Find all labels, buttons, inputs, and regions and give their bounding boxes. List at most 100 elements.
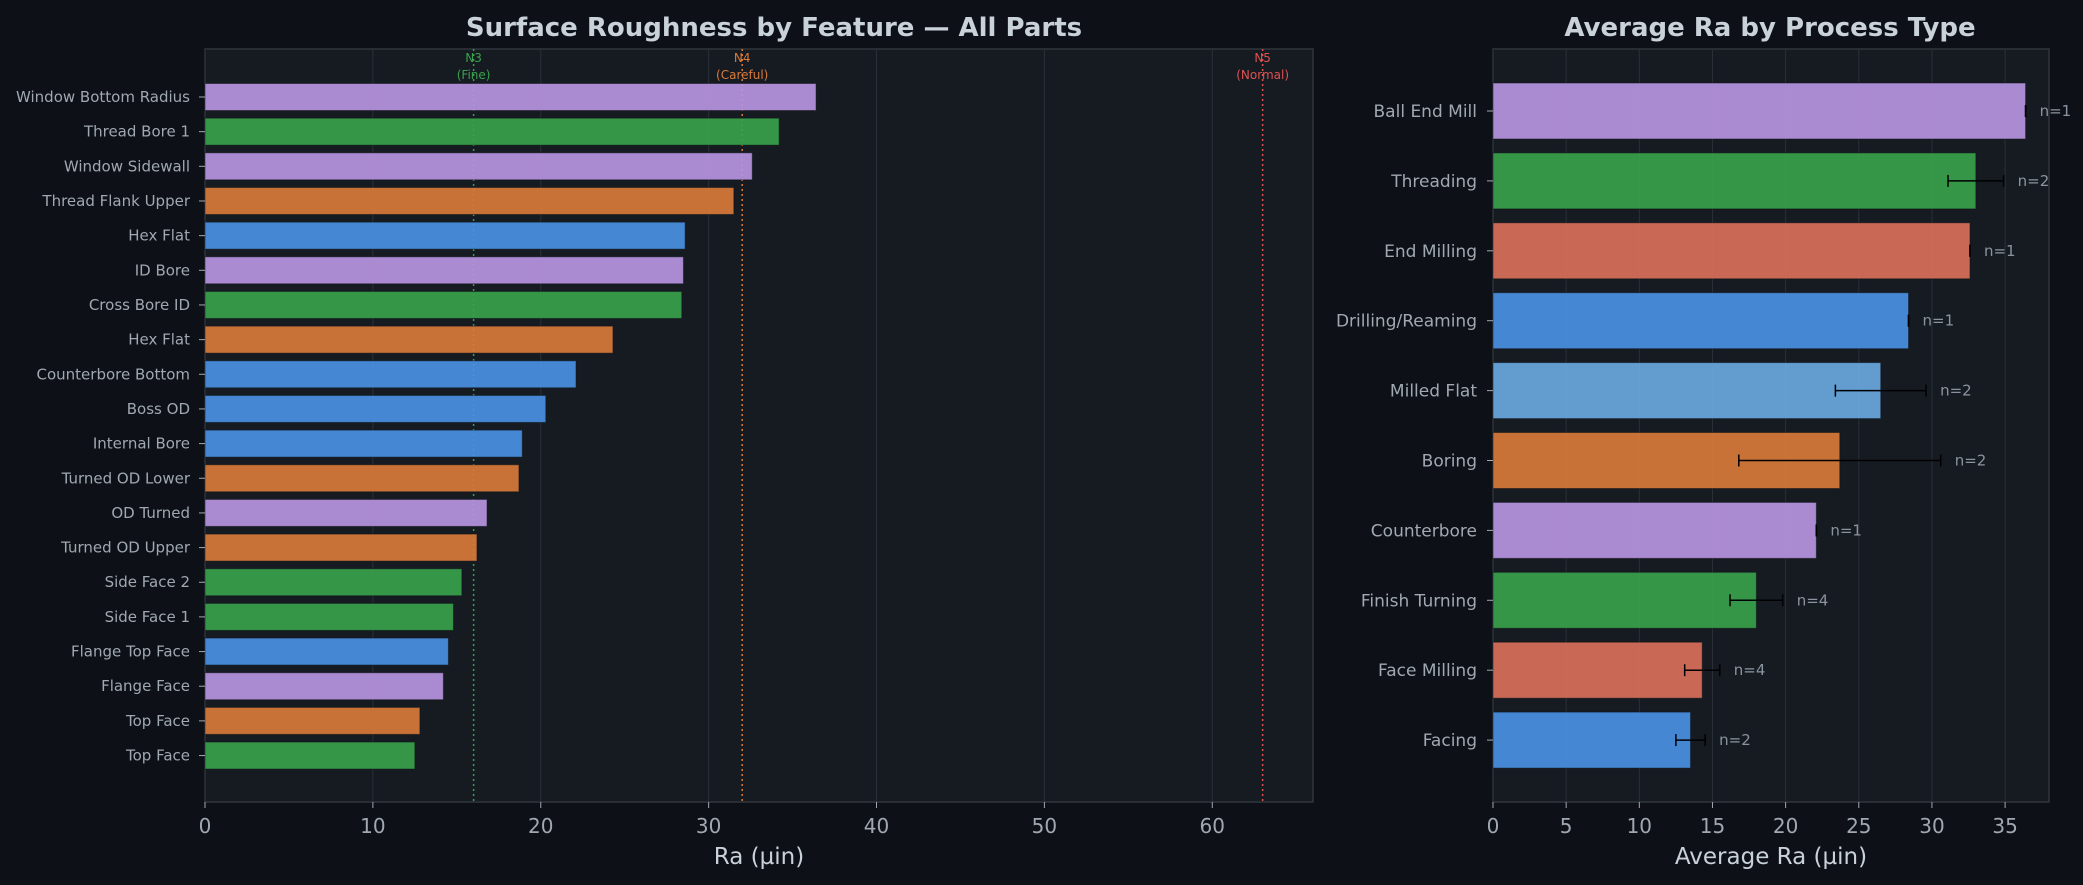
bar xyxy=(204,533,478,562)
bar xyxy=(204,186,735,215)
category-label: Threading xyxy=(1390,172,1477,192)
category-label: Boring xyxy=(1422,452,1477,472)
chart-title: Average Ra by Process Type xyxy=(1564,13,1975,43)
bar xyxy=(204,602,454,631)
category-label: Boss OD xyxy=(127,400,190,418)
bar xyxy=(1492,152,1977,210)
category-label: Hex Flat xyxy=(128,227,190,245)
category-label: Flange Top Face xyxy=(71,643,190,661)
error-bars xyxy=(1675,105,2027,747)
count-labels: n=1 n=2 n=1 n=1 n=2 n=2 n=1 n=4 n=4 n=2 xyxy=(1719,102,2071,749)
category-label: OD Turned xyxy=(111,504,190,522)
category-label: Thread Bore 1 xyxy=(83,123,190,141)
bar xyxy=(1492,222,1971,280)
category-label: Internal Bore xyxy=(93,435,190,453)
category-labels: Window Bottom Radius Thread Bore 1 Window … xyxy=(16,88,205,765)
threshold-name: N5 xyxy=(1254,51,1271,65)
count-label: n=1 xyxy=(2040,102,2072,120)
count-label: n=1 xyxy=(1923,312,1955,330)
category-label: Cross Bore ID xyxy=(89,296,190,314)
x-tick-label: 20 xyxy=(528,814,553,838)
category-label: Thread Flank Upper xyxy=(41,192,190,210)
threshold-label: (Fine) xyxy=(457,68,491,82)
category-label: Drilling/Reaming xyxy=(1336,312,1477,332)
x-tick-label: 50 xyxy=(1032,814,1057,838)
x-tick-label: 25 xyxy=(1846,814,1871,838)
bar xyxy=(204,741,416,770)
x-tick-label: 15 xyxy=(1700,814,1725,838)
x-tick-label: 30 xyxy=(696,814,721,838)
count-label: n=1 xyxy=(1830,521,1862,539)
x-tick-label: 30 xyxy=(1919,814,1944,838)
bar xyxy=(204,464,520,493)
category-label: ID Bore xyxy=(135,261,190,279)
bar xyxy=(1492,362,1882,420)
category-label: Flange Face xyxy=(101,677,190,695)
bar xyxy=(204,498,488,527)
x-tick-label: 5 xyxy=(1560,814,1573,838)
x-tick-label: 35 xyxy=(1992,814,2017,838)
bar xyxy=(204,152,753,181)
x-tick-labels: 0 5 10 15 20 25 30 35 xyxy=(1487,802,2018,838)
threshold-label: (Normal) xyxy=(1236,68,1289,82)
x-tick-label: 0 xyxy=(199,814,212,838)
bar xyxy=(204,325,614,354)
count-label: n=4 xyxy=(1734,661,1766,679)
bar xyxy=(204,221,686,250)
count-label: n=2 xyxy=(1955,452,1987,470)
category-label: Facing xyxy=(1423,731,1477,751)
category-label: Turned OD Upper xyxy=(60,539,191,557)
x-tick-label: 10 xyxy=(1627,814,1652,838)
category-label: End Milling xyxy=(1384,242,1477,262)
threshold-name: N4 xyxy=(734,51,751,65)
chart-average-ra-by-process: Average Ra by Process Type n=1 n=2 n=1 n=1 n… xyxy=(1336,13,2071,870)
x-tick-label: 40 xyxy=(864,814,889,838)
category-label: Finish Turning xyxy=(1361,591,1477,611)
bar-group xyxy=(204,83,817,770)
bar xyxy=(204,394,547,423)
chart-surface-roughness-by-feature: Surface Roughness by Feature — All Parts… xyxy=(16,13,1314,870)
bar xyxy=(204,117,780,146)
category-label: Counterbore Bottom xyxy=(37,365,191,383)
bar xyxy=(204,290,683,319)
bar-group xyxy=(1492,82,2027,769)
x-axis-label: Ra (µin) xyxy=(714,844,804,870)
x-axis-label: Average Ra (µin) xyxy=(1675,844,1867,870)
bar xyxy=(1492,571,1757,629)
x-tick-label: 0 xyxy=(1487,814,1500,838)
bar xyxy=(204,83,817,111)
x-tick-label: 60 xyxy=(1200,814,1225,838)
category-label: Ball End Mill xyxy=(1374,102,1477,122)
bar xyxy=(204,256,684,285)
bar xyxy=(1492,641,1703,699)
category-label: Side Face 1 xyxy=(105,608,190,626)
bar xyxy=(1492,292,1910,350)
bar xyxy=(1492,501,1817,559)
bar xyxy=(204,568,463,597)
chart-title: Surface Roughness by Feature — All Parts xyxy=(466,13,1082,43)
bar xyxy=(1492,711,1692,769)
x-tick-labels: 0 10 20 30 40 50 60 xyxy=(199,802,1225,838)
category-label: Face Milling xyxy=(1378,661,1477,681)
category-label: Window Bottom Radius xyxy=(16,88,190,106)
category-label: Window Sidewall xyxy=(64,157,190,175)
category-labels: Ball End Mill Threading End Milling Drillin… xyxy=(1336,102,1493,751)
category-label: Turned OD Lower xyxy=(61,469,191,487)
category-label: Top Face xyxy=(125,747,190,765)
bar xyxy=(204,360,577,389)
bar xyxy=(204,672,444,701)
count-label: n=1 xyxy=(1984,242,2016,260)
category-label: Hex Flat xyxy=(128,331,190,349)
count-label: n=2 xyxy=(1940,382,1972,400)
bar xyxy=(1492,82,2027,140)
category-label: Top Face xyxy=(125,712,190,730)
count-label: n=2 xyxy=(1719,731,1751,749)
category-label: Side Face 2 xyxy=(105,573,190,591)
bar xyxy=(204,429,523,458)
category-label: Counterbore xyxy=(1371,521,1477,541)
count-label: n=2 xyxy=(2018,172,2050,190)
bar xyxy=(204,637,449,666)
threshold-label: (Careful) xyxy=(716,68,768,82)
threshold-name: N3 xyxy=(465,51,482,65)
